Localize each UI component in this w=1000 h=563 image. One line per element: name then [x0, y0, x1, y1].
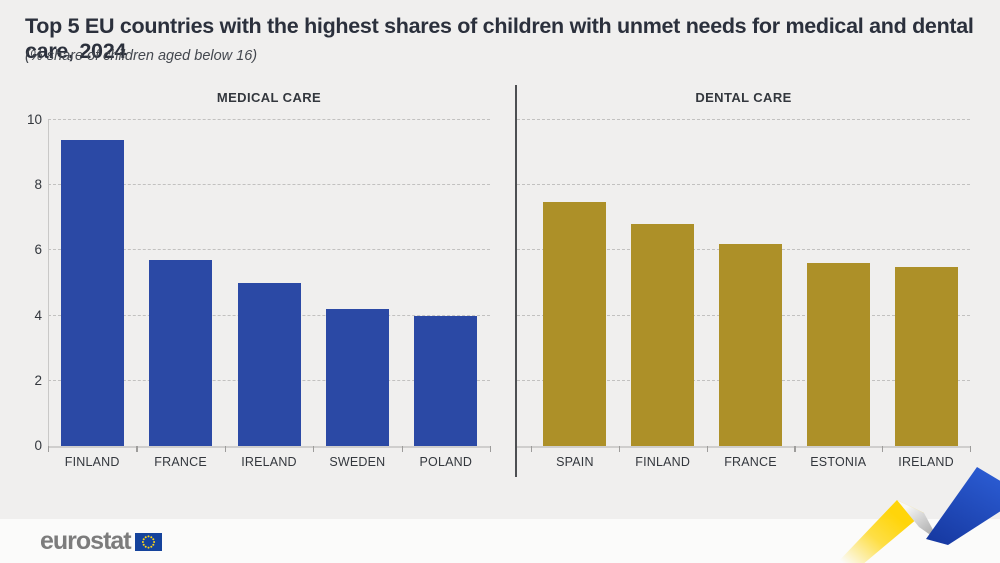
x-axis-tick: [618, 446, 620, 452]
ribbon-blue-band: [926, 467, 1000, 545]
ribbon-silver-fold: [897, 500, 939, 541]
panel-title-medical-care: MEDICAL CARE: [216, 90, 322, 105]
x-axis-line: [517, 446, 970, 448]
bar-ireland: [894, 266, 958, 446]
x-axis-tick: [136, 446, 138, 452]
category-label: IRELAND: [241, 455, 297, 469]
eu-stars: [141, 534, 155, 549]
eurostat-ribbon-icon: [836, 467, 1000, 563]
x-axis-tick: [401, 446, 403, 452]
ribbon-yellow-band: [836, 500, 924, 563]
gridline-y10: [517, 119, 970, 120]
gridline-y6: [48, 249, 490, 251]
y-tick-label: 8: [34, 177, 42, 193]
page-title: Top 5 EU countries with the highest shar…: [25, 14, 974, 63]
eu-flag-icon: [134, 532, 162, 551]
page-subtitle: (% share of children aged below 16): [25, 48, 258, 64]
x-axis-tick: [48, 446, 50, 452]
bar-ireland: [237, 283, 301, 446]
bar-spain: [543, 201, 607, 446]
bar-poland: [414, 315, 478, 446]
category-label: IRELAND: [898, 455, 954, 469]
x-axis-tick: [706, 446, 708, 452]
panel-title-dental-care: DENTAL CARE: [695, 90, 792, 105]
category-label: POLAND: [419, 455, 473, 469]
bar-finland: [60, 139, 124, 446]
category-label: FINLAND: [635, 455, 691, 469]
category-label: SPAIN: [556, 455, 594, 469]
category-label: FINLAND: [64, 455, 120, 469]
x-axis-line: [48, 446, 490, 448]
eurostat-wordmark: eurostat: [40, 527, 132, 555]
y-tick-label: 10: [26, 112, 42, 127]
x-axis-tick: [970, 446, 972, 452]
gridline-y8: [48, 184, 490, 186]
category-label: SWEDEN: [329, 455, 386, 469]
y-tick-label: 6: [34, 242, 42, 258]
y-tick-label: 0: [34, 438, 42, 453]
panel-divider: [515, 85, 517, 477]
y-tick-label: 4: [34, 307, 42, 323]
x-axis-tick: [882, 446, 884, 452]
x-axis-tick: [794, 446, 796, 452]
category-label: FRANCE: [154, 455, 207, 469]
bar-sweden: [325, 309, 389, 446]
bar-france: [719, 243, 782, 446]
x-axis-tick: [313, 446, 315, 452]
y-tick-label: 2: [34, 372, 42, 388]
x-axis-tick: [224, 446, 226, 452]
x-axis-tick: [531, 446, 533, 452]
category-label: ESTONIA: [810, 455, 867, 469]
bar-france: [149, 260, 213, 446]
category-label: FRANCE: [724, 455, 777, 469]
x-axis-tick: [490, 446, 492, 452]
bar-finland: [631, 224, 695, 446]
gridline-y10: [48, 119, 490, 120]
footer-bar: eurostat: [0, 519, 1000, 563]
y-axis-line: [48, 120, 50, 446]
gridline-y8: [517, 184, 970, 186]
bar-estonia: [806, 263, 870, 446]
eurostat-logo: eurostat: [40, 527, 162, 556]
